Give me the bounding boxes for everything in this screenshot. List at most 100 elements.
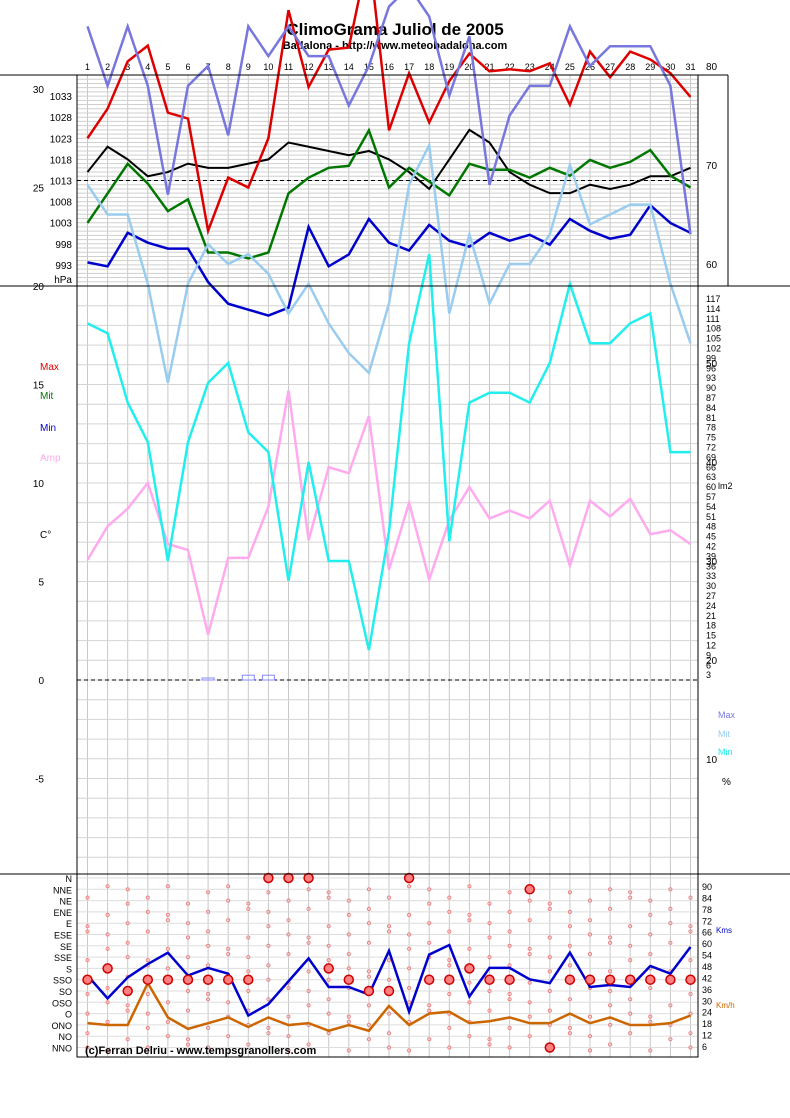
wind-frequency-dot bbox=[628, 943, 633, 948]
wind-frequency-dot bbox=[547, 935, 552, 940]
wind-speed-tick-label: 78 bbox=[702, 905, 712, 915]
wind-frequency-dot bbox=[688, 1045, 693, 1050]
wind-frequency-dot bbox=[85, 895, 90, 900]
wind-frequency-dot bbox=[185, 955, 191, 960]
humidity-tick-label: 80 bbox=[706, 62, 718, 73]
wind-frequency-dot bbox=[306, 988, 311, 994]
wind-frequency-dot bbox=[266, 997, 271, 1002]
wind-frequency-dot bbox=[326, 943, 331, 948]
wind-frequency-dot bbox=[527, 918, 532, 923]
rain-tick-label: 24 bbox=[706, 601, 716, 611]
wind-direction-marker bbox=[584, 974, 596, 985]
day-tick-label: 19 bbox=[444, 62, 454, 72]
rain-tick-label: 27 bbox=[706, 591, 716, 601]
temp-line-max bbox=[86, 0, 692, 236]
wind-direction-marker bbox=[363, 985, 375, 997]
wind-frequency-dot bbox=[306, 887, 311, 892]
wind-direction-label: NNO bbox=[52, 1044, 72, 1054]
temp-tick-label: 25 bbox=[33, 184, 45, 195]
rain-tick-label: 6 bbox=[706, 660, 711, 670]
wind-frequency-dot bbox=[206, 991, 211, 997]
humidity-legend-max: Max bbox=[718, 710, 736, 720]
wind-frequency-dot bbox=[226, 898, 231, 903]
wind-frequency-dot bbox=[286, 1048, 291, 1053]
day-tick-label: 13 bbox=[324, 62, 334, 72]
wind-frequency-dot bbox=[165, 918, 170, 923]
day-tick-label: 31 bbox=[685, 62, 695, 72]
wind-frequency-dot bbox=[507, 1045, 512, 1050]
wind-frequency-dot bbox=[386, 895, 392, 900]
wind-frequency-dot bbox=[567, 943, 573, 948]
day-tick-label: 24 bbox=[545, 62, 555, 72]
wind-frequency-dot bbox=[346, 1019, 351, 1025]
day-tick-label: 18 bbox=[424, 62, 434, 72]
wind-frequency-dot bbox=[447, 929, 452, 934]
wind-frequency-dot bbox=[125, 955, 130, 960]
wind-frequency-dot bbox=[507, 943, 512, 948]
wind-direction-label: S bbox=[66, 964, 72, 974]
rain-tick-label: 54 bbox=[706, 502, 716, 512]
wind-frequency-dot bbox=[206, 943, 211, 948]
wind-frequency-dot bbox=[668, 906, 673, 912]
wind-direction-marker bbox=[403, 872, 415, 884]
wind-frequency-dot bbox=[547, 988, 552, 994]
day-tick-label: 5 bbox=[165, 62, 170, 72]
wind-direction-label: NE bbox=[59, 897, 72, 907]
wind-frequency-dot bbox=[447, 958, 452, 963]
wind-frequency-dot bbox=[145, 958, 150, 963]
temp-line-mit bbox=[86, 127, 692, 260]
wind-frequency-dot bbox=[407, 884, 412, 889]
wind-frequency-dot bbox=[487, 921, 492, 926]
wind-frequency-dot bbox=[185, 935, 191, 940]
day-tick-label: 20 bbox=[464, 62, 474, 72]
wind-frequency-dot bbox=[105, 1048, 110, 1053]
wind-direction-marker bbox=[383, 985, 395, 997]
wind-direction-marker bbox=[645, 974, 656, 985]
rain-tick-label: 87 bbox=[706, 393, 716, 403]
wind-frequency-dot bbox=[527, 946, 532, 951]
pressure-tick-label: 1023 bbox=[50, 134, 73, 145]
wind-frequency-dot bbox=[587, 1014, 593, 1019]
temp-tick-label: 5 bbox=[38, 578, 44, 589]
humidity-tick-label: 60 bbox=[706, 260, 718, 271]
wind-frequency-dot bbox=[286, 1014, 291, 1019]
rain-tick-label: 15 bbox=[706, 631, 716, 641]
pressure-tick-label: 1028 bbox=[50, 113, 73, 124]
wind-frequency-dot bbox=[407, 932, 412, 937]
rain-tick-label: 102 bbox=[706, 344, 721, 354]
rain-bar bbox=[241, 674, 255, 681]
wind-frequency-dot bbox=[608, 887, 613, 892]
wind-direction-marker bbox=[524, 884, 535, 895]
wind-frequency-dot bbox=[547, 901, 552, 906]
day-tick-label: 22 bbox=[505, 62, 515, 72]
wind-frequency-dot bbox=[386, 929, 392, 934]
pressure-unit-label: hPa bbox=[54, 275, 72, 286]
wind-frequency-dot bbox=[447, 963, 452, 968]
wind-speed-tick-label: 60 bbox=[702, 939, 712, 949]
rain-tick-label: 33 bbox=[706, 571, 716, 581]
wind-frequency-dot bbox=[487, 1042, 492, 1047]
wind-frequency-dot bbox=[145, 895, 150, 900]
wind-frequency-dot bbox=[587, 918, 593, 923]
wind-frequency-dot bbox=[306, 1003, 311, 1008]
day-tick-label: 14 bbox=[344, 62, 354, 72]
chart-title: ClimoGrama Juliol de 2005 bbox=[286, 20, 504, 39]
rain-tick-label: 72 bbox=[706, 443, 716, 453]
wind-frequency-dot bbox=[266, 963, 271, 968]
wind-frequency-dot bbox=[306, 935, 311, 940]
wind-frequency-dot bbox=[306, 906, 311, 912]
wind-frequency-dot bbox=[366, 906, 371, 912]
wind-direction-marker bbox=[323, 963, 334, 974]
temp-tick-label: -5 bbox=[35, 775, 44, 786]
rain-tick-label: 117 bbox=[706, 294, 720, 304]
wind-frequency-dot bbox=[608, 1022, 613, 1028]
wind-frequency-dot bbox=[487, 955, 492, 960]
wind-frequency-dot bbox=[507, 909, 512, 915]
wind-frequency-dot bbox=[648, 898, 653, 903]
wind-frequency-dot bbox=[366, 1003, 371, 1008]
wind-frequency-dot bbox=[648, 912, 653, 918]
wind-frequency-dot bbox=[165, 912, 170, 918]
wind-frequency-dot bbox=[447, 1045, 452, 1050]
wind-frequency-dot bbox=[326, 958, 331, 963]
pressure-tick-label: 1003 bbox=[50, 219, 73, 230]
